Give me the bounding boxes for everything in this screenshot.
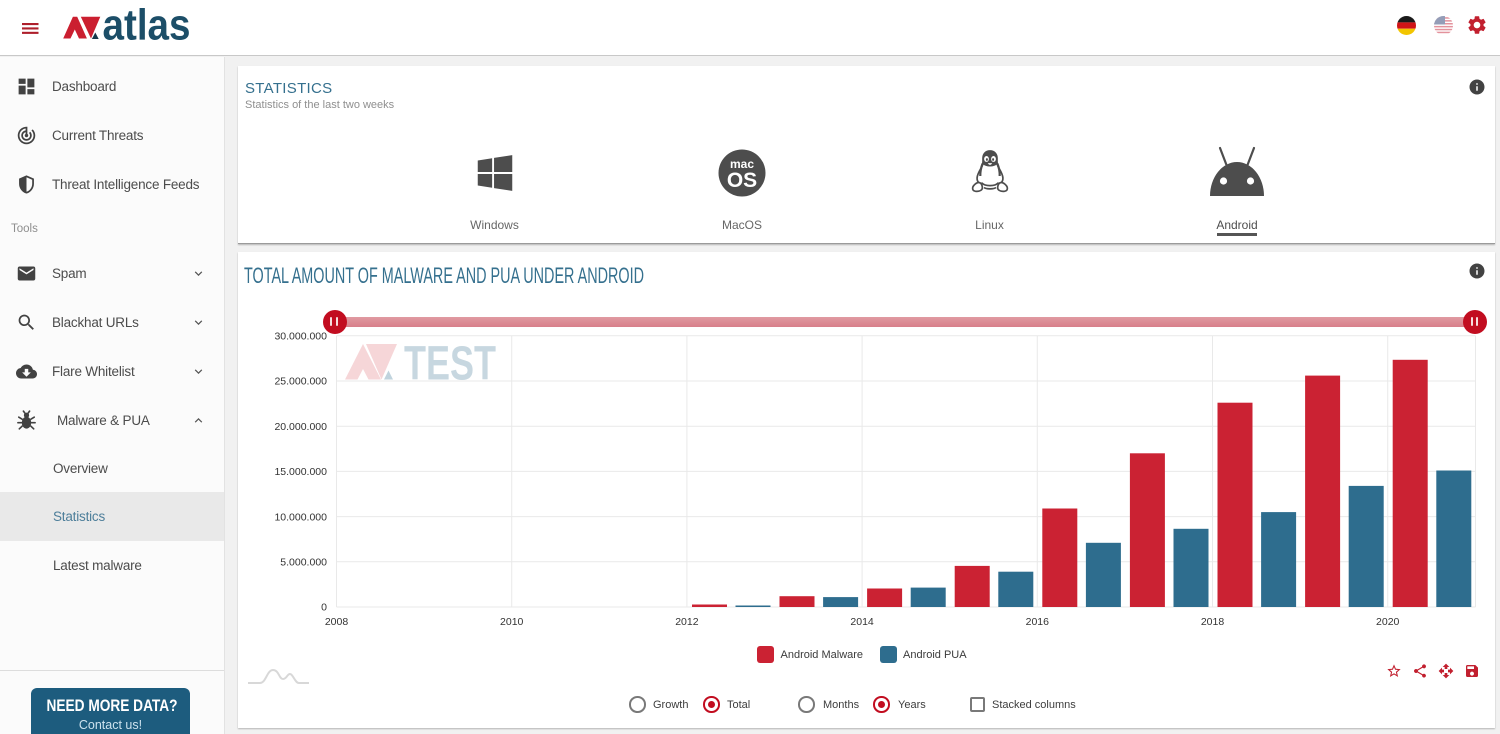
svg-text:2012: 2012 bbox=[675, 616, 699, 628]
svg-text:0: 0 bbox=[321, 602, 327, 614]
svg-text:10.000.000: 10.000.000 bbox=[274, 511, 327, 523]
svg-text:atlas: atlas bbox=[103, 4, 191, 44]
svg-text:2016: 2016 bbox=[1026, 616, 1050, 628]
svg-text:2020: 2020 bbox=[1376, 616, 1400, 628]
svg-text:TEST: TEST bbox=[404, 338, 496, 391]
svg-text:mac: mac bbox=[730, 157, 754, 171]
svg-text:30.000.000: 30.000.000 bbox=[274, 331, 327, 343]
svg-text:2018: 2018 bbox=[1201, 616, 1225, 628]
svg-text:2008: 2008 bbox=[325, 616, 349, 628]
svg-text:2010: 2010 bbox=[500, 616, 524, 628]
svg-text:25.000.000: 25.000.000 bbox=[274, 376, 327, 388]
svg-text:15.000.000: 15.000.000 bbox=[274, 466, 327, 478]
svg-text:OS: OS bbox=[727, 169, 757, 192]
svg-text:20.000.000: 20.000.000 bbox=[274, 421, 327, 433]
svg-text:5.000.000: 5.000.000 bbox=[280, 557, 327, 569]
svg-text:2014: 2014 bbox=[850, 616, 874, 628]
